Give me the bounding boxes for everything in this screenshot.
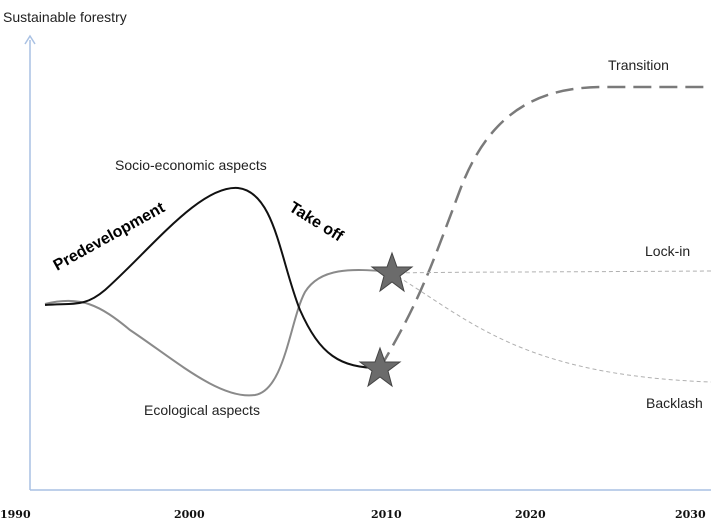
socio-economic-curve	[44, 186, 381, 369]
ecological-label: Ecological aspects	[144, 402, 260, 418]
socio-economic-label: Socio-economic aspects	[115, 157, 267, 173]
y-axis-arrowhead	[24, 34, 36, 45]
x-tick-2000: 2000	[174, 508, 205, 521]
star-icon	[370, 251, 414, 293]
transition-curve	[378, 85, 711, 369]
x-tick-2020: 2020	[515, 508, 546, 521]
backlash-curve	[391, 272, 711, 383]
predevelopment-label: Predevelopment	[51, 199, 169, 275]
ecological-curve	[44, 269, 393, 397]
lock-in-label: Lock-in	[645, 243, 690, 259]
star-icon	[358, 346, 402, 388]
backlash-label: Backlash	[646, 395, 703, 411]
take-off-label: Take off	[286, 199, 347, 246]
transition-label: Transition	[608, 57, 669, 73]
lock-in-curve	[391, 270, 711, 274]
x-tick-1990: 1990	[0, 508, 31, 521]
y-axis-label: Sustainable forestry	[3, 9, 127, 25]
x-tick-2030: 2030	[675, 508, 706, 521]
x-tick-2010: 2010	[371, 508, 402, 521]
